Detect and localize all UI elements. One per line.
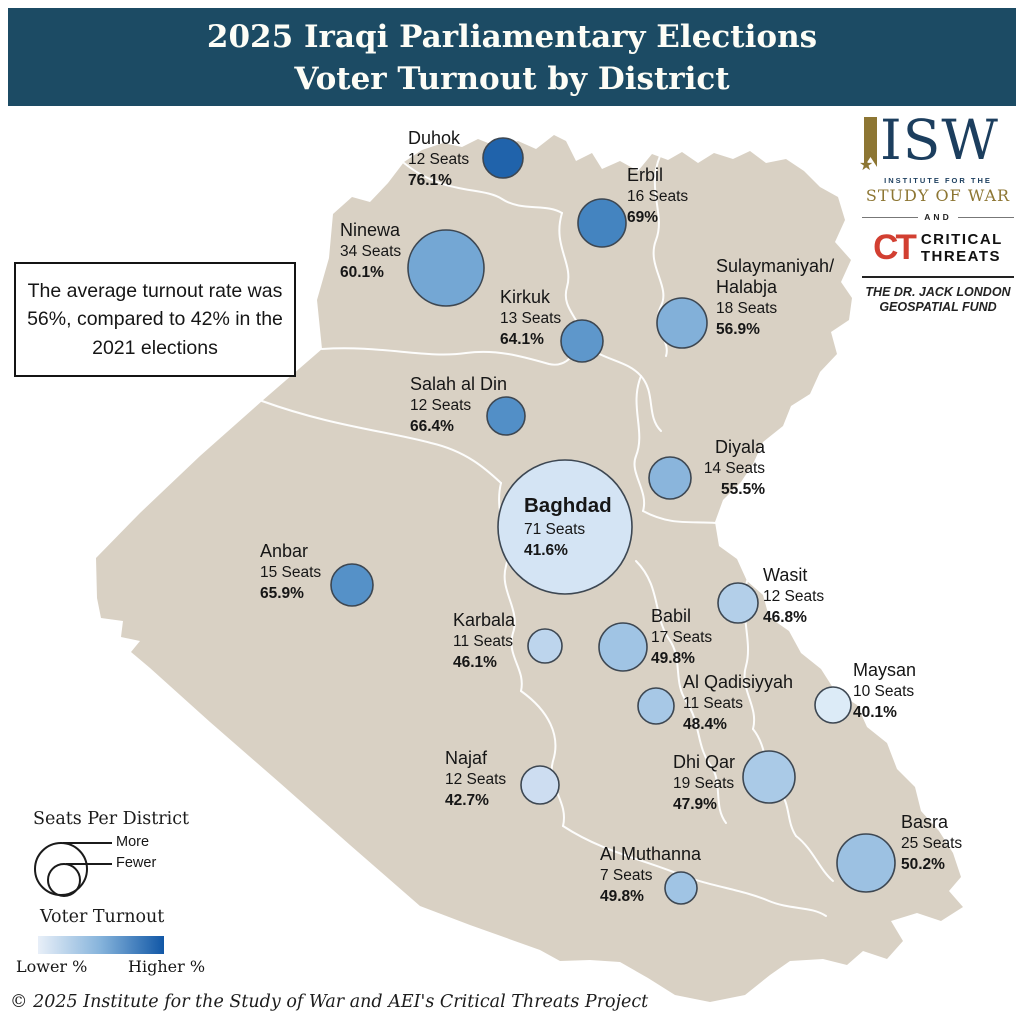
title-line2: Voter Turnout by District — [294, 61, 730, 97]
seats-legend-icon — [34, 842, 112, 897]
critical-threats-logo: CT CRITICAL THREATS — [860, 228, 1016, 268]
district-bubble-diyala — [648, 456, 692, 500]
isw-institute-line: INSTITUTE FOR THE — [884, 176, 992, 185]
district-bubble-erbil — [577, 198, 627, 248]
isw-ct-branding: ★ ISW INSTITUTE FOR THE STUDY OF WAR AND… — [859, 108, 1016, 315]
district-bubble-karbala — [527, 628, 563, 664]
district-bubble-basra — [836, 833, 896, 893]
title-line1: 2025 Iraqi Parliamentary Elections — [206, 19, 818, 55]
seats-legend-fewer-label: Fewer — [116, 855, 157, 871]
seats-legend-title: Seats Per District — [33, 809, 190, 829]
district-bubble-ninewa — [407, 229, 485, 307]
isw-ribbon-icon — [864, 117, 877, 167]
ct-word-critical: CRITICAL — [920, 231, 1003, 248]
geospatial-fund-credit: THE DR. JACK LONDON GEOSPATIAL FUND — [860, 285, 1016, 315]
district-bubble-wasit — [717, 582, 759, 624]
title-banner: 2025 Iraqi Parliamentary Elections Voter… — [8, 8, 1016, 106]
divider-rule-right — [957, 216, 1015, 218]
ct-wordmark: CRITICAL THREATS — [921, 231, 1003, 265]
isw-study-of-war-line: STUDY OF WAR — [865, 186, 1011, 205]
fund-divider-rule — [862, 276, 1014, 278]
average-turnout-callout: The average turnout rate was 56%, compar… — [14, 262, 296, 377]
turnout-gradient-bar — [38, 936, 164, 954]
district-bubble-anbar — [330, 563, 374, 607]
isw-logotype: ISW — [880, 108, 999, 172]
district-bubble-babil — [598, 622, 648, 672]
ct-logomark: CT — [873, 228, 917, 267]
district-bubble-maysan — [814, 686, 852, 724]
district-bubble-sulaymaniyah-halabja — [656, 297, 708, 349]
divider-rule-left — [862, 216, 919, 218]
fund-line2: GEOSPATIAL FUND — [879, 300, 997, 314]
district-bubble-dhi-qar — [742, 750, 796, 804]
turnout-lower-label: Lower % — [16, 957, 88, 976]
fund-line1: THE DR. JACK LONDON — [865, 285, 1011, 299]
copyright-line: © 2025 Institute for the Study of War an… — [10, 992, 649, 1012]
district-bubble-baghdad — [497, 459, 633, 595]
district-bubble-najaf — [520, 765, 560, 805]
district-bubble-al-muthanna — [664, 871, 698, 905]
district-bubble-duhok — [482, 137, 524, 179]
seats-legend-small-circle — [47, 863, 81, 897]
turnout-legend-title: Voter Turnout — [40, 907, 165, 927]
and-divider: AND — [862, 212, 1015, 222]
ct-word-threats: THREATS — [920, 248, 1002, 265]
district-bubble-kirkuk — [560, 319, 604, 363]
district-bubbles — [330, 137, 896, 905]
turnout-higher-label: Higher % — [128, 957, 206, 976]
seats-legend-more-label: More — [116, 834, 150, 850]
callout-text: The average turnout rate was 56%, compar… — [27, 280, 283, 359]
district-bubble-al-qadisiyyah — [637, 687, 675, 725]
isw-logo: ★ ISW — [859, 108, 1016, 174]
isw-star-icon: ★ — [859, 157, 874, 174]
district-bubble-salah-al-din — [486, 396, 526, 436]
and-label: AND — [924, 212, 952, 222]
